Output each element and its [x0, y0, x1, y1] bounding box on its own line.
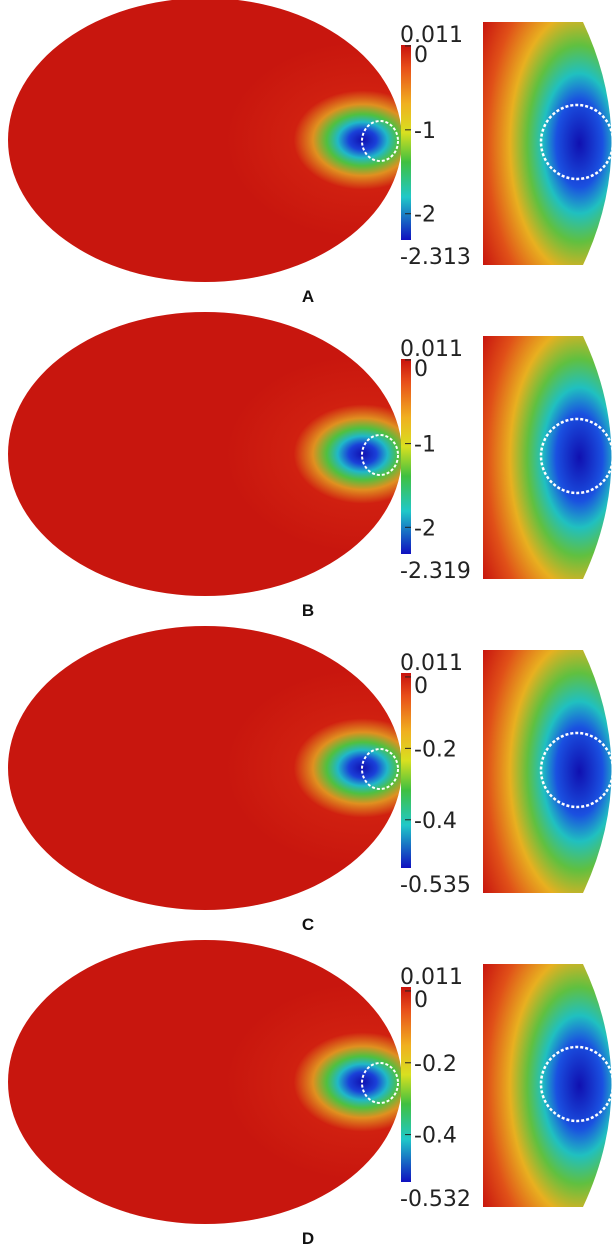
- colorbar: [401, 987, 411, 1182]
- highlight-circle: [361, 748, 399, 790]
- colorbar: [401, 359, 411, 554]
- highlight-circle: [361, 434, 399, 476]
- colorbar-tick-label: 0: [414, 357, 428, 382]
- colorbar-max: 0.011: [400, 651, 463, 676]
- colorbar: [401, 45, 411, 240]
- zoom-circle: [539, 1045, 615, 1123]
- zoom-inset: [483, 336, 612, 579]
- panel-label: B: [302, 601, 314, 620]
- colorbar-tick-label: 0: [414, 43, 428, 68]
- colorbar-max: 0.011: [400, 337, 463, 362]
- colorbar-tick-label: -1: [414, 433, 436, 458]
- panel-label: A: [302, 287, 314, 306]
- domain: [8, 0, 402, 282]
- zoom-inset: [483, 22, 612, 265]
- zoom-circle: [539, 731, 615, 809]
- colorbar-min: -0.535: [400, 873, 471, 898]
- colorbar-min: -2.319: [400, 559, 471, 584]
- colorbar-tick-label: -0.2: [414, 737, 457, 762]
- colorbar-tick-label: -0.2: [414, 1052, 457, 1077]
- colorbar-tick-label: -0.4: [414, 809, 457, 834]
- zoom-inset: [483, 650, 612, 893]
- panel-label: C: [302, 915, 314, 934]
- colorbar-tick-label: -2: [414, 516, 436, 541]
- colorbar-tick-label: -1: [414, 119, 436, 144]
- colorbar-min: -2.313: [400, 245, 471, 270]
- domain: [8, 626, 402, 910]
- colorbar-tick-label: 0: [414, 674, 428, 699]
- colorbar-max: 0.011: [400, 965, 463, 990]
- zoom-inset: [483, 964, 612, 1207]
- colorbar-tick-label: -0.4: [414, 1124, 457, 1149]
- colorbar-max: 0.011: [400, 23, 463, 48]
- domain: [8, 312, 402, 596]
- zoom-circle: [539, 417, 615, 495]
- zoom-circle: [539, 103, 615, 181]
- colorbar-min: -0.532: [400, 1187, 471, 1212]
- highlight-circle: [361, 1062, 399, 1104]
- colorbar-tick-label: 0: [414, 988, 428, 1013]
- colorbar: [401, 673, 411, 868]
- panel-label: D: [302, 1229, 314, 1247]
- domain: [8, 940, 402, 1224]
- highlight-circle: [361, 120, 399, 162]
- colorbar-tick-label: -2: [414, 203, 436, 228]
